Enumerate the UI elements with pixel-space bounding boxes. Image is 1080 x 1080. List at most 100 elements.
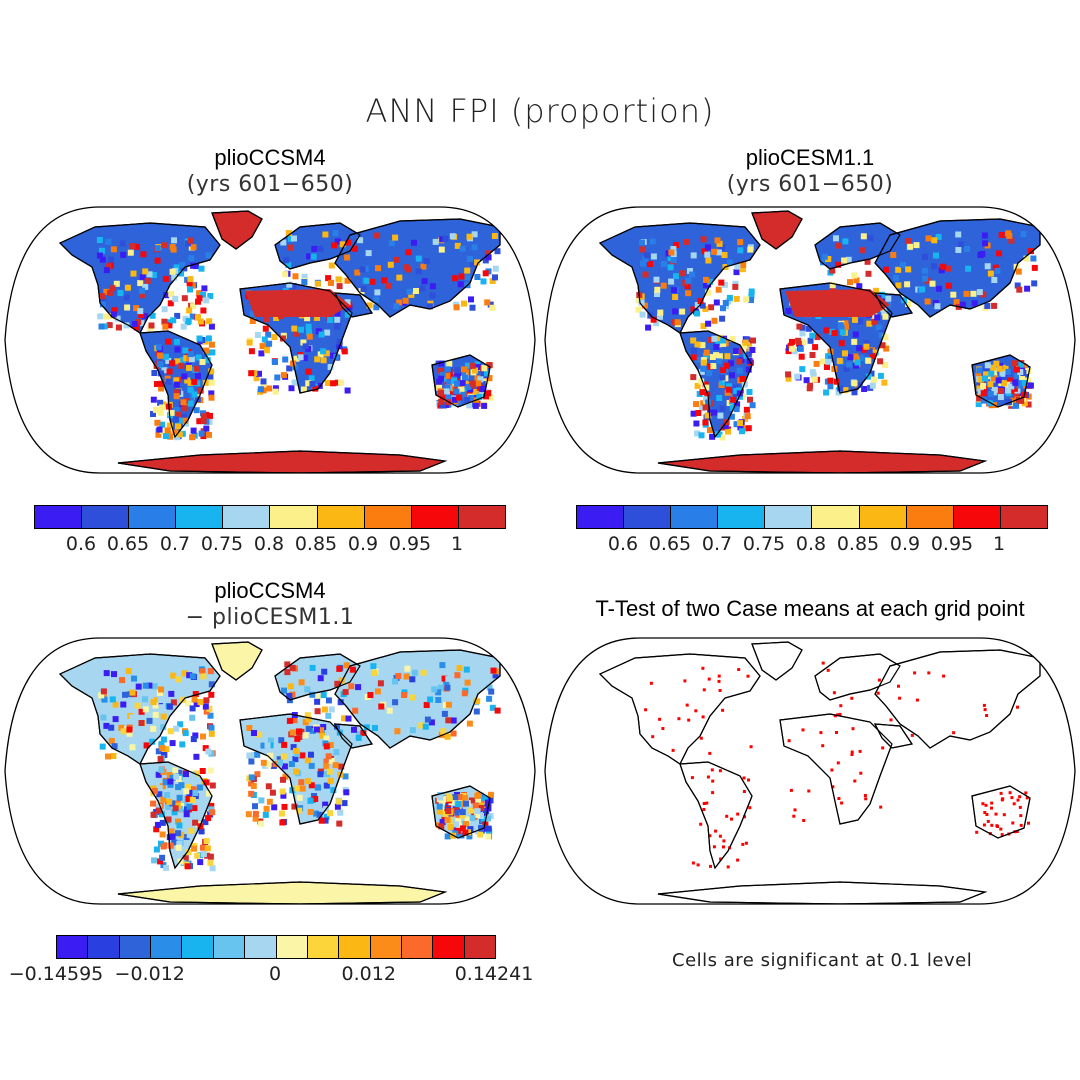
grid-cell <box>323 743 330 750</box>
grid-cell <box>149 738 156 745</box>
grid-cell <box>857 355 864 362</box>
colorbar-box <box>859 506 907 528</box>
grid-cell <box>99 256 106 263</box>
grid-cell <box>485 815 491 822</box>
grid-cell <box>338 763 345 770</box>
grid-cell <box>156 690 163 696</box>
grid-cell <box>706 278 713 285</box>
grid-cell <box>188 827 195 834</box>
grid-cell <box>200 673 207 680</box>
grid-cell <box>807 337 814 344</box>
grid-cell <box>173 773 180 780</box>
coastline <box>657 881 988 904</box>
grid-cell <box>717 674 721 678</box>
grid-cell <box>474 274 481 280</box>
grid-cell <box>142 682 149 689</box>
grid-cell <box>489 704 496 711</box>
grid-cell <box>856 283 863 290</box>
grid-cell <box>1024 791 1028 795</box>
grid-cell <box>439 393 446 400</box>
grid-cell <box>173 381 180 388</box>
grid-cell <box>387 261 394 268</box>
colorbar-tick-label: 0.8 <box>253 533 285 555</box>
grid-cell <box>853 362 859 369</box>
grid-cell <box>460 391 467 398</box>
grid-cell <box>890 252 897 258</box>
grid-cell <box>478 798 485 805</box>
grid-cell <box>990 364 997 371</box>
grid-cell <box>176 840 183 847</box>
grid-cell <box>711 335 718 342</box>
grid-cell <box>206 705 213 712</box>
grid-cell <box>850 750 854 754</box>
grid-cell <box>337 699 344 706</box>
grid-cell <box>207 373 214 380</box>
grid-cell <box>846 361 853 368</box>
grid-cell <box>882 362 889 368</box>
grid-cell <box>704 244 711 251</box>
grid-cell <box>657 309 664 316</box>
grid-cell <box>330 352 337 359</box>
grid-cell <box>726 383 732 390</box>
grid-cell <box>863 340 870 347</box>
grid-cell <box>444 817 451 824</box>
grid-cell <box>715 249 722 256</box>
colorbar-box <box>223 506 271 528</box>
grid-cell <box>280 753 287 760</box>
grid-cell <box>285 262 292 268</box>
grid-cell <box>432 238 439 245</box>
grid-cell <box>196 295 203 302</box>
grid-cell <box>155 804 162 811</box>
grid-cell <box>836 357 843 364</box>
grid-cell <box>180 323 187 330</box>
grid-cell <box>323 782 330 789</box>
grid-cell <box>204 852 211 859</box>
grid-cell <box>474 259 481 266</box>
grid-cell <box>178 831 185 838</box>
grid-cell <box>785 375 792 382</box>
grid-cell <box>698 368 705 375</box>
grid-cell <box>167 300 174 307</box>
grid-cell <box>191 378 198 385</box>
grid-cell <box>208 390 215 397</box>
grid-cell <box>118 724 125 731</box>
grid-cell <box>871 349 878 356</box>
grid-cell <box>181 295 188 302</box>
grid-cell <box>732 348 739 354</box>
grid-cell <box>265 783 272 790</box>
grid-cell <box>209 349 216 356</box>
grid-cell <box>161 306 168 313</box>
grid-cell <box>260 759 267 766</box>
grid-cell <box>469 815 476 822</box>
grid-cell <box>363 724 370 731</box>
grid-cell <box>174 312 181 319</box>
grid-cell <box>706 775 710 779</box>
grid-cell <box>165 804 172 810</box>
grid-cell <box>1016 705 1019 709</box>
coastline <box>971 354 1031 408</box>
grid-cell <box>108 256 114 263</box>
grid-cell <box>362 265 369 272</box>
grid-cell <box>207 859 214 866</box>
grid-cell <box>484 299 491 306</box>
grid-cell <box>300 386 307 393</box>
grid-cell <box>286 693 293 699</box>
grid-cell <box>702 396 709 403</box>
panel3-title: plioCCSM4 <box>214 578 326 603</box>
coastline <box>814 653 901 701</box>
grid-cell <box>349 666 356 673</box>
grid-cell <box>346 731 353 738</box>
grid-cell <box>206 418 213 425</box>
grid-cell <box>322 231 329 238</box>
colorbar-box <box>671 506 719 528</box>
grid-cell <box>792 814 796 818</box>
grid-cell <box>995 377 1002 384</box>
grid-cell <box>302 732 309 739</box>
grid-cell <box>175 411 182 418</box>
grid-cell <box>811 376 818 383</box>
grid-cell <box>1011 385 1018 392</box>
grid-cell <box>123 294 130 301</box>
grid-cell <box>189 282 196 289</box>
grid-cell <box>1013 392 1020 399</box>
grid-cell <box>139 274 146 281</box>
